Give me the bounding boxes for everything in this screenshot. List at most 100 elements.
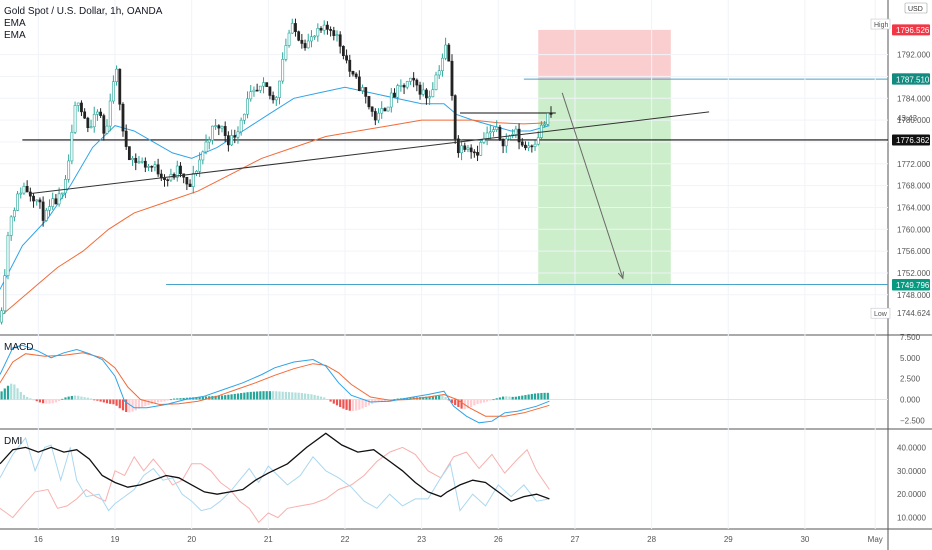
macd-histogram-bar [275,391,278,400]
macd-histogram-bar [26,397,29,400]
price-label-box [892,73,930,85]
macd-histogram-bar [185,397,188,400]
time-tick-label: 27 [571,535,580,544]
candle-body [409,77,412,82]
macd-histogram-bar [406,397,409,400]
candle-body [389,92,393,108]
trendline-support[interactable] [28,111,710,195]
macd-histogram-bar [240,393,243,400]
macd-histogram-bar [486,399,489,402]
candle-body [524,144,527,149]
dmi-tick-label: 40.0000 [897,443,926,452]
macd-histogram-bar [380,399,383,402]
macd-histogram-bar [198,396,201,400]
candle-body [402,85,406,88]
candle-body [204,141,208,153]
macd-histogram-bar [64,397,67,400]
candle-body [527,145,531,149]
macd-histogram-bar [3,388,6,400]
ema-lines [0,86,550,317]
macd-signal-line [0,352,550,417]
candle-body [306,40,310,49]
candle-body [354,73,358,78]
candle-body [102,115,106,134]
candle-body [476,152,479,156]
adx-line [0,432,550,502]
candle-body [396,85,400,98]
candle-body [108,100,112,127]
candle-body [25,186,29,193]
macd-histogram-bar [125,399,128,412]
candle-body [185,176,189,185]
ema-fast-line [0,86,550,290]
macd-histogram-bar [348,399,351,411]
macd-histogram-bar [42,399,45,404]
candle-body [268,86,272,96]
macd-histogram-bar [393,399,396,400]
macd-histogram-bar [396,398,399,400]
candle-body [271,95,275,101]
candle-body [501,138,505,147]
candle-body [530,145,534,148]
candle-body [278,80,281,98]
macd-histogram-bar [176,398,179,400]
candle-body [348,59,352,72]
trendlines[interactable] [28,111,710,195]
macd-histogram-bar [383,399,387,401]
pane-titles: Gold Spot / U.S. Dollar, 1h, OANDA EMA E… [4,6,163,447]
candle-body [351,71,355,75]
macd-histogram-bar [22,394,26,400]
macd-histogram-bar [335,399,339,406]
macd-histogram-bar [80,396,83,400]
macd-histogram-bar [444,397,447,400]
macd-histogram-bar [115,399,118,406]
candle-body [12,210,16,218]
candle-body [258,85,262,91]
arrow-head[interactable] [617,271,624,280]
candle-body [80,102,83,113]
candle-body [163,177,166,180]
macd-histogram-bar [233,393,236,400]
candle-body [479,142,483,156]
candle-body [329,29,333,31]
candle-body [316,28,320,37]
extreme-tag: High [874,22,889,29]
candle-body [188,183,192,187]
candle-body [485,132,489,140]
candle-body [111,81,115,102]
macd-histogram-bar [294,392,297,400]
price-labels: USDHigh1796.5261787.5471787.51043:431776… [870,2,931,319]
macd-histogram-bar [195,397,198,400]
candle-body [6,235,10,276]
candle-body [543,124,547,126]
projection-arrow[interactable] [561,92,624,280]
macd-histogram-bar [495,398,498,400]
candle-body [195,171,198,174]
macd-tick-label: 7.500 [900,333,921,342]
macd-histogram-bar [374,399,377,403]
macd-histogram-bar [281,391,284,400]
macd-histogram-bar [67,396,70,400]
price-tick-label: 1768.000 [897,182,931,191]
candle-body [16,193,19,211]
candle-body [73,105,77,133]
candle-body [326,24,329,30]
indicator-label-ema-2: EMA [4,30,26,41]
candle-body [89,126,93,129]
candle-body [51,198,55,207]
macd-histogram-bar [428,396,431,400]
take-profit-zone[interactable] [538,79,671,285]
candle-body [211,125,214,141]
arrow-shaft[interactable] [561,92,624,279]
time-tick-label: 20 [187,535,196,544]
macd-histogram-bar [230,394,233,400]
candle-body [198,159,202,172]
ema-slow-line [0,119,550,317]
price-tick-label: 1756.000 [897,247,931,256]
macd-histogram-bar [303,393,307,400]
currency-badge: USD [908,6,923,13]
candle-body [421,89,425,95]
macd-histogram-bar [70,395,73,400]
time-axis: 16 19 20 21 22 23 26 27 28 29 30 May [34,535,883,544]
candle-body [38,199,42,203]
